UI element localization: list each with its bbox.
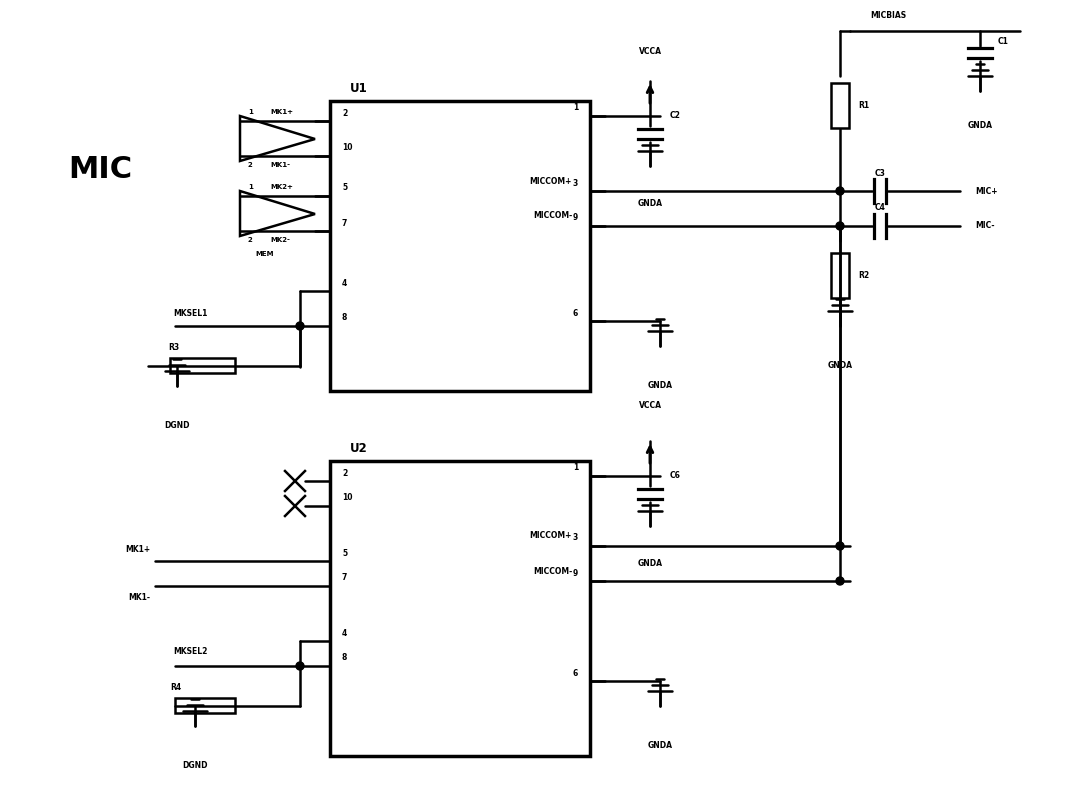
Text: MK2+: MK2+ bbox=[270, 184, 293, 190]
Text: MK1-: MK1- bbox=[128, 594, 150, 602]
Circle shape bbox=[296, 322, 304, 330]
Text: MKSEL1: MKSEL1 bbox=[173, 309, 207, 319]
Text: MK2-: MK2- bbox=[270, 237, 289, 243]
Text: DGND: DGND bbox=[182, 762, 208, 771]
Text: C2: C2 bbox=[670, 111, 681, 120]
Text: C4: C4 bbox=[875, 203, 885, 212]
Text: 1: 1 bbox=[572, 464, 578, 473]
Text: MK1+: MK1+ bbox=[270, 109, 293, 115]
Text: C6: C6 bbox=[670, 472, 681, 481]
Bar bbox=[831, 83, 849, 128]
Text: 8: 8 bbox=[342, 654, 347, 662]
Text: MKSEL2: MKSEL2 bbox=[173, 647, 207, 657]
Circle shape bbox=[836, 542, 844, 550]
Text: R2: R2 bbox=[858, 272, 869, 280]
Text: MK1-: MK1- bbox=[270, 162, 291, 168]
Bar bbox=[175, 698, 235, 713]
Text: 6: 6 bbox=[572, 669, 578, 678]
Text: GNDA: GNDA bbox=[638, 199, 662, 208]
Text: U2: U2 bbox=[349, 442, 368, 456]
Bar bbox=[170, 358, 235, 373]
Text: R3: R3 bbox=[168, 344, 179, 352]
Text: 5: 5 bbox=[342, 183, 347, 192]
Text: 1: 1 bbox=[248, 184, 253, 190]
Text: 10: 10 bbox=[342, 493, 353, 502]
Text: VCCA: VCCA bbox=[639, 401, 661, 410]
Text: 2: 2 bbox=[342, 108, 347, 118]
Text: MK1+: MK1+ bbox=[124, 545, 150, 553]
Text: MICCOM-: MICCOM- bbox=[533, 566, 572, 575]
Text: 9: 9 bbox=[572, 214, 578, 223]
Circle shape bbox=[836, 577, 844, 585]
Text: 2: 2 bbox=[342, 469, 347, 477]
Text: MICBIAS: MICBIAS bbox=[870, 10, 906, 19]
Text: 5: 5 bbox=[342, 549, 347, 557]
Text: 2: 2 bbox=[248, 237, 253, 243]
Text: 10: 10 bbox=[342, 143, 353, 152]
Text: 4: 4 bbox=[342, 629, 347, 638]
Text: 2: 2 bbox=[248, 162, 253, 168]
Text: GNDA: GNDA bbox=[968, 122, 993, 131]
Circle shape bbox=[836, 222, 844, 230]
Text: MIC: MIC bbox=[68, 155, 132, 183]
Text: U1: U1 bbox=[349, 83, 368, 95]
Bar bbox=[831, 253, 849, 298]
Text: 3: 3 bbox=[572, 533, 578, 542]
Text: MICCOM+: MICCOM+ bbox=[530, 532, 572, 541]
Text: C3: C3 bbox=[875, 168, 885, 178]
Text: 3: 3 bbox=[572, 179, 578, 187]
Text: 7: 7 bbox=[342, 574, 347, 582]
Text: R1: R1 bbox=[858, 102, 869, 111]
Bar bbox=[330, 461, 590, 756]
Text: 7: 7 bbox=[342, 219, 347, 227]
Text: C1: C1 bbox=[998, 37, 1009, 46]
Bar bbox=[330, 101, 590, 391]
Text: GNDA: GNDA bbox=[647, 381, 672, 391]
Text: DGND: DGND bbox=[164, 421, 190, 430]
Circle shape bbox=[296, 662, 304, 670]
Text: MICCOM+: MICCOM+ bbox=[530, 176, 572, 186]
Text: VCCA: VCCA bbox=[639, 46, 661, 55]
Text: MIC-: MIC- bbox=[976, 222, 995, 231]
Text: R4: R4 bbox=[170, 683, 181, 693]
Text: 8: 8 bbox=[342, 313, 347, 323]
Text: GNDA: GNDA bbox=[828, 361, 852, 371]
Text: 4: 4 bbox=[342, 279, 347, 288]
Text: 6: 6 bbox=[572, 308, 578, 317]
Text: GNDA: GNDA bbox=[647, 742, 672, 751]
Text: MICCOM-: MICCOM- bbox=[533, 211, 572, 220]
Text: MIC+: MIC+ bbox=[976, 187, 998, 195]
Text: MEM: MEM bbox=[256, 251, 274, 257]
Text: GNDA: GNDA bbox=[638, 560, 662, 569]
Text: 9: 9 bbox=[572, 569, 578, 578]
Text: 1: 1 bbox=[248, 109, 253, 115]
Circle shape bbox=[836, 187, 844, 195]
Text: 1: 1 bbox=[572, 103, 578, 112]
